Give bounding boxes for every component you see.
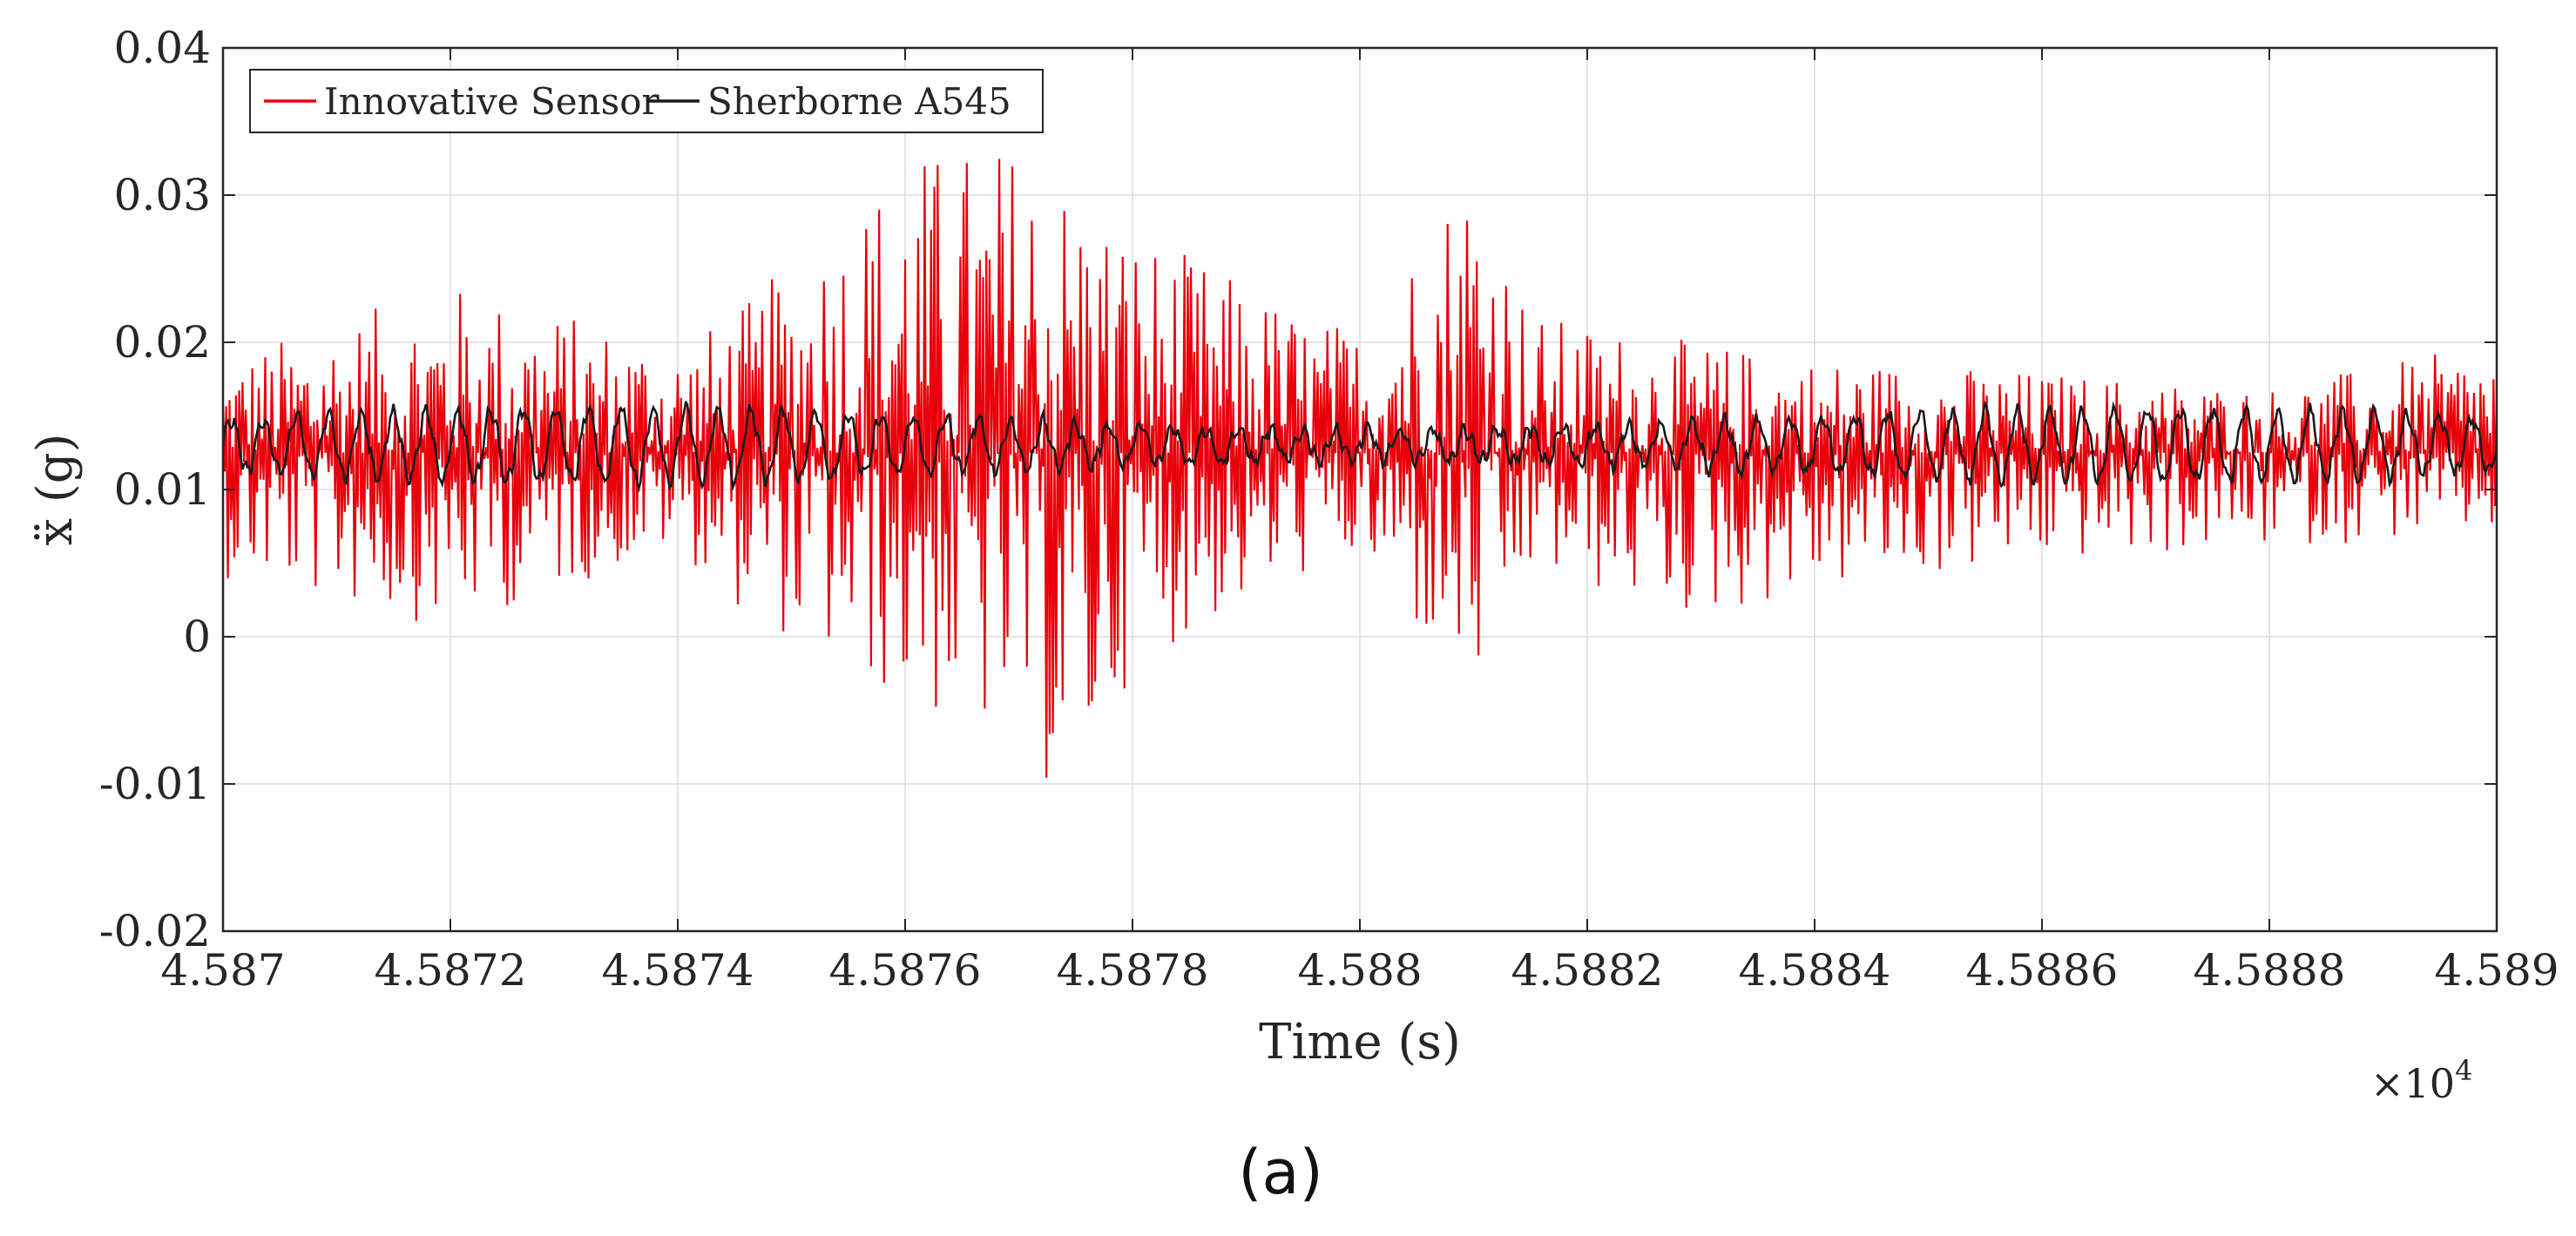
x-tick-label: 4.589 <box>2434 945 2559 996</box>
x-tick-label: 4.5878 <box>1057 945 1209 996</box>
y-tick-label: 0 <box>183 611 211 662</box>
figure-caption: (a) <box>1238 1137 1323 1208</box>
x-tick-labels: 4.587 4.5872 4.5874 4.5876 4.5878 4.588 4.5882… <box>160 945 2559 996</box>
x-tick-label: 4.5886 <box>1966 945 2119 996</box>
legend: Innovative Sensor Sherborne A545 <box>249 69 1044 133</box>
y-tick-label: -0.02 <box>99 906 211 956</box>
x-multiplier-base: ×10 <box>2370 1060 2455 1107</box>
y-tick-labels: -0.02 -0.01 0 0.01 0.02 0.03 0.04 <box>99 23 211 956</box>
y-tick-label: -0.01 <box>99 759 211 809</box>
x-tick-label: 4.5872 <box>375 945 527 996</box>
x-multiplier-exp: 4 <box>2455 1054 2472 1087</box>
x-axis-label: Time (s) <box>1259 1014 1461 1071</box>
legend-label-sherborne-a545: Sherborne A545 <box>707 80 1011 123</box>
x-tick-label: 4.5888 <box>2194 945 2346 996</box>
legend-label-innovative-sensor: Innovative Sensor <box>324 80 660 123</box>
x-tick-label: 4.5874 <box>602 945 754 996</box>
series-sherborne-a545 <box>221 401 2498 493</box>
y-tick-label: 0.03 <box>114 170 211 220</box>
x-tick-label: 4.587 <box>160 945 285 996</box>
x-tick-label: 4.5884 <box>1739 945 1891 996</box>
x-tick-label: 4.588 <box>1297 945 1422 996</box>
y-tick-label: 0.01 <box>114 464 211 515</box>
ticks <box>222 47 2498 932</box>
legend-box <box>249 69 1044 133</box>
series-group <box>221 159 2498 778</box>
x-multiplier-label: ×104 <box>2370 1054 2472 1107</box>
y-tick-label: 0.04 <box>114 23 211 73</box>
x-tick-label: 4.5876 <box>829 945 982 996</box>
y-axis-label: ẍ (g) <box>27 434 84 546</box>
x-tick-label: 4.5882 <box>1511 945 1664 996</box>
y-tick-label: 0.02 <box>114 317 211 368</box>
